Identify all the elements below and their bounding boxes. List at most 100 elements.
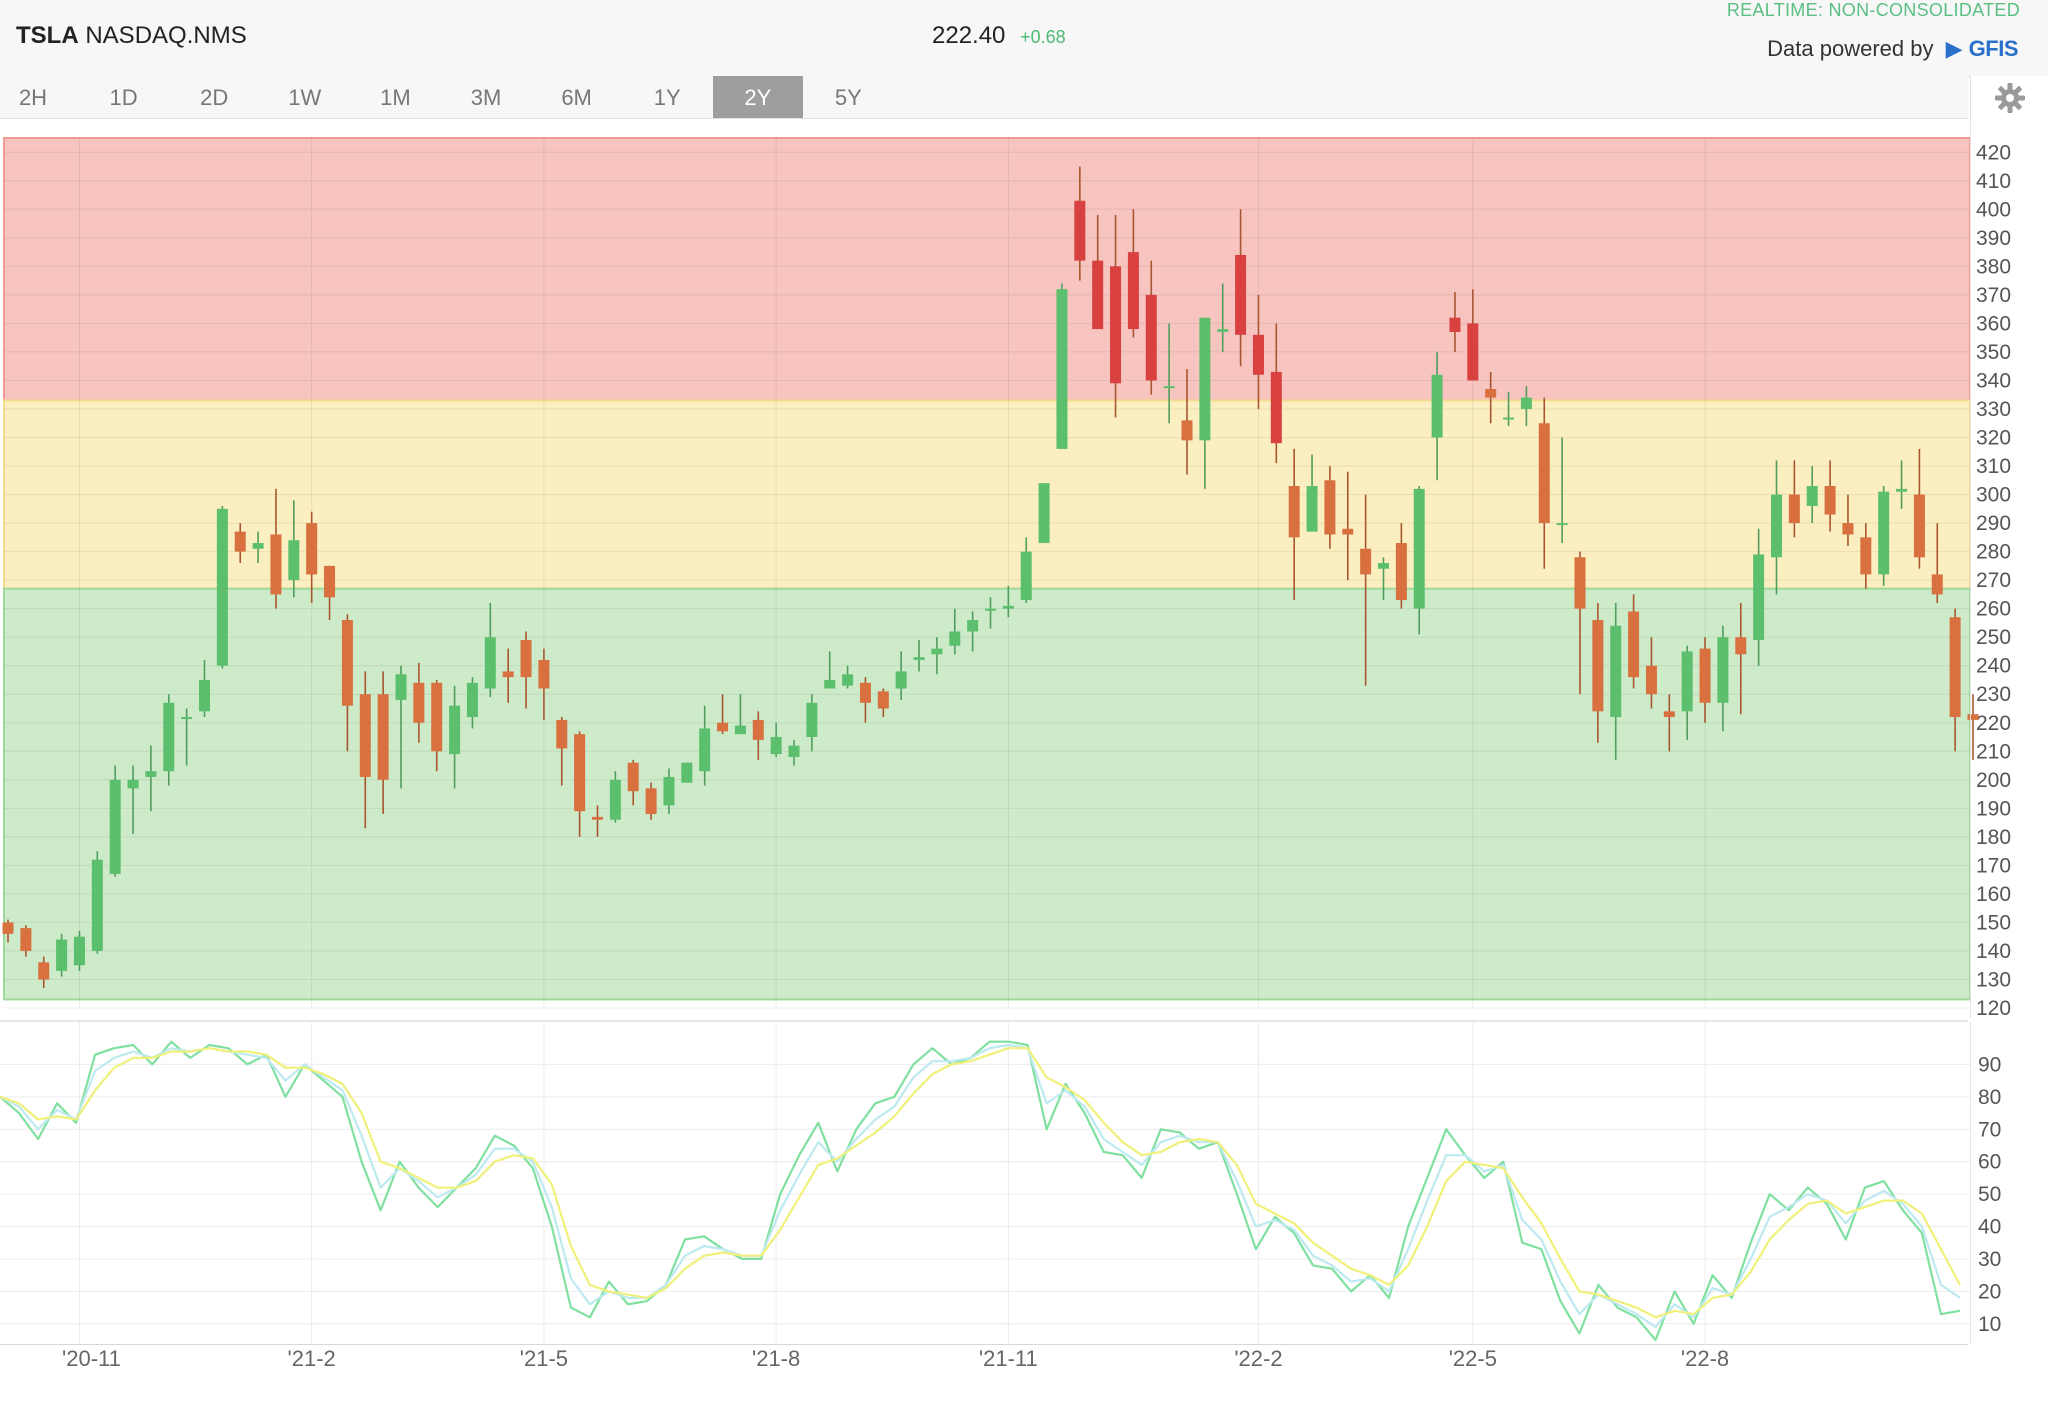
candle bbox=[216, 505, 228, 669]
candle-body bbox=[788, 745, 800, 757]
candle bbox=[377, 671, 389, 815]
candle bbox=[1735, 602, 1747, 715]
candle bbox=[1145, 260, 1157, 395]
osc-y-tick: 70 bbox=[1978, 1118, 2001, 1141]
candle bbox=[627, 759, 639, 806]
candle bbox=[1020, 537, 1032, 603]
candle bbox=[1592, 602, 1604, 743]
price-y-tick: 320 bbox=[1976, 427, 2011, 450]
candle bbox=[592, 805, 603, 837]
candle-body bbox=[1342, 528, 1354, 535]
candle-body bbox=[20, 928, 32, 951]
tab-2h[interactable]: 2H bbox=[18, 85, 48, 110]
osc-fast-line bbox=[0, 1040, 1961, 1342]
candle bbox=[949, 608, 961, 655]
x-tick-label: '20-11 bbox=[62, 1346, 121, 1371]
candle-body bbox=[574, 734, 586, 812]
price-y-tick: 400 bbox=[1976, 198, 2011, 221]
settings-button[interactable] bbox=[1970, 76, 2048, 118]
candle bbox=[2, 919, 14, 943]
candle-body bbox=[1967, 714, 1979, 720]
candle-body bbox=[520, 640, 532, 678]
candle-body bbox=[699, 728, 711, 772]
candle bbox=[1217, 283, 1229, 352]
candle-body bbox=[1645, 665, 1657, 695]
candle-body bbox=[1520, 397, 1532, 409]
candle-body bbox=[1931, 574, 1943, 595]
candle bbox=[538, 648, 550, 720]
candle bbox=[1181, 369, 1193, 475]
candle-body bbox=[1913, 494, 1925, 558]
candle bbox=[1556, 437, 1568, 544]
price-y-tick: 140 bbox=[1976, 940, 2011, 963]
candle-body bbox=[1395, 543, 1407, 601]
candle-body bbox=[1949, 617, 1961, 718]
tab-5y[interactable]: 5Y bbox=[834, 85, 862, 110]
candle bbox=[395, 665, 407, 789]
x-tick-label: '21-11 bbox=[978, 1346, 1038, 1371]
candle bbox=[1574, 551, 1586, 695]
candle-body bbox=[1842, 523, 1854, 535]
candle bbox=[967, 611, 979, 652]
candle-body bbox=[109, 779, 121, 874]
candle bbox=[1449, 292, 1461, 352]
price-y-tick: 190 bbox=[1976, 797, 2011, 820]
tab-1m[interactable]: 1M bbox=[380, 85, 411, 110]
candle-body bbox=[681, 762, 693, 783]
price-y-tick: 330 bbox=[1976, 398, 2011, 421]
price-y-tick: 290 bbox=[1976, 512, 2011, 535]
tab-1d[interactable]: 1D bbox=[109, 85, 138, 110]
tab-2y[interactable]: 2Y bbox=[712, 76, 803, 118]
tab-6m[interactable]: 6M bbox=[561, 85, 592, 110]
price-y-tick: 150 bbox=[1976, 911, 2011, 934]
tab-2d[interactable]: 2D bbox=[200, 85, 229, 110]
candle bbox=[1431, 351, 1443, 481]
price-y-tick: 130 bbox=[1976, 968, 2011, 991]
candle-body bbox=[56, 939, 68, 971]
price-y-tick: 270 bbox=[1976, 569, 2011, 592]
candle-body bbox=[1378, 563, 1389, 569]
tab-1y[interactable]: 1Y bbox=[653, 85, 681, 110]
candle bbox=[324, 565, 336, 621]
candle-body bbox=[1145, 294, 1157, 381]
candle-body bbox=[449, 705, 461, 755]
candle bbox=[431, 679, 443, 772]
candle bbox=[931, 637, 943, 675]
price-y-tick: 220 bbox=[1976, 712, 2011, 735]
oscillator-chart: 10 20 30 40 50 60 70 80 90 bbox=[0, 1022, 2001, 1344]
candle-body bbox=[770, 737, 782, 755]
candle-body bbox=[1503, 417, 1515, 420]
candle-body bbox=[1181, 420, 1193, 441]
tab-3m[interactable]: 3M bbox=[470, 85, 502, 110]
candle-body bbox=[163, 702, 175, 772]
candle-body bbox=[1592, 620, 1604, 712]
candle bbox=[877, 688, 889, 718]
candle-body bbox=[1020, 551, 1032, 601]
candle bbox=[1002, 585, 1014, 618]
candle-body bbox=[431, 682, 443, 752]
x-tick-label: '21-8 bbox=[752, 1346, 801, 1371]
candle bbox=[752, 711, 764, 760]
candle-body bbox=[145, 771, 157, 777]
candle-body bbox=[1092, 260, 1104, 330]
candle bbox=[1663, 694, 1675, 752]
candle-body bbox=[895, 671, 907, 689]
x-axis-line bbox=[0, 1344, 1968, 1345]
candle bbox=[1395, 523, 1407, 609]
candle-body bbox=[717, 722, 729, 732]
candle-body bbox=[627, 762, 639, 792]
candle bbox=[1771, 460, 1782, 595]
price-y-tick: 210 bbox=[1976, 740, 2011, 763]
x-tick-label: '22-2 bbox=[1234, 1346, 1283, 1371]
candle bbox=[359, 671, 371, 829]
candle bbox=[1878, 486, 1890, 586]
candle-body bbox=[1538, 423, 1550, 524]
candle bbox=[842, 665, 854, 689]
candle bbox=[466, 677, 478, 729]
candle-body bbox=[1002, 605, 1014, 609]
candle bbox=[91, 851, 103, 954]
candle-body bbox=[949, 631, 961, 646]
tab-1w[interactable]: 1W bbox=[288, 85, 322, 110]
price-y-tick: 240 bbox=[1976, 655, 2011, 678]
quote: 222.40 +0.68 bbox=[932, 22, 1066, 50]
